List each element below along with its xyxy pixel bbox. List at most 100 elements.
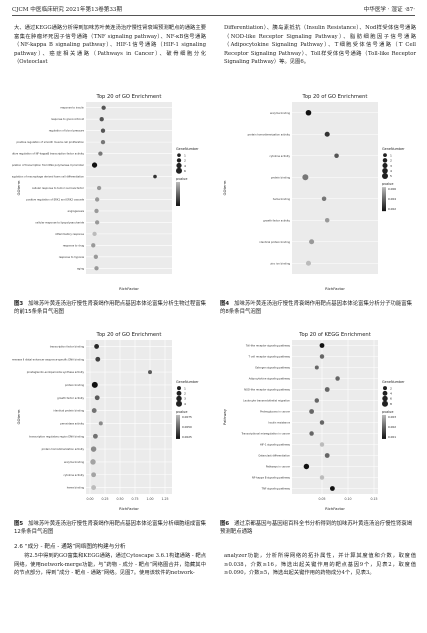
y-tick-label: response to hypoxia <box>59 255 85 259</box>
figure-4-number: 图4 <box>220 301 230 307</box>
y-tick-label: T cell receptor signaling pathway <box>248 355 290 359</box>
data-point <box>92 433 98 439</box>
y-tick-label: cytokine activity <box>63 473 84 477</box>
y-tick-label: positive regulation of smooth muscle cel… <box>16 140 84 144</box>
y-tick-label: inflammatory response <box>55 232 84 236</box>
legend-size-key <box>176 400 182 407</box>
legend-pvalue-label: 0.0050 <box>182 425 192 429</box>
body-paragraph-right: analyzer功能，分析所得网络的拓扑属性，并计算其度值和介数，取度值≥0.0… <box>224 553 416 577</box>
legend-pvalue-label: 0.006 <box>388 187 396 191</box>
y-tick-label: Proteoglycans in cancer <box>260 410 291 414</box>
figure-3-chart: response to insulin response to glucocort… <box>12 94 199 291</box>
data-point <box>96 185 102 191</box>
legend-pvalue-label: 0.003 <box>388 415 396 419</box>
data-point <box>319 420 325 425</box>
y-tick-label: transcription regulatory region DNA bind… <box>29 434 84 438</box>
x-tick-label: 0.25 <box>101 497 108 501</box>
legend-size-key <box>383 386 387 391</box>
legend-size-key <box>382 167 388 174</box>
data-point <box>93 254 99 259</box>
legend-count-title: GeneNumber <box>176 147 199 151</box>
y-tick-label: identical protein binding <box>54 409 85 413</box>
legend-pvalue-title: pvalue <box>176 177 187 181</box>
figure-6-caption-text: 通过京都基因与基因组百科全书分析得到的加味苏叶黄连汤治疗慢性肾衰竭预测靶点通路 <box>220 521 413 536</box>
y-tick-label: positive regulation of NF-kappaB transcr… <box>12 152 85 156</box>
figure-3-caption: 图3 加味苏叶黄连汤治疗慢性肾衰竭作用靶点基因本体论富集分析生物过程富集的前15条… <box>14 300 210 316</box>
figure-6: 0.05 0.10 0.15 Toll-like receptor signaling… <box>218 326 418 518</box>
data-point <box>90 459 96 465</box>
data-point <box>319 343 325 348</box>
figure-5-number: 图5 <box>14 521 24 527</box>
y-tick-label: heme binding <box>273 197 291 201</box>
y-tick-label: angiogenesis <box>68 209 85 213</box>
data-point <box>100 139 106 145</box>
y-tick-label: RNA polymerase II distal enhancer sequen… <box>12 357 84 361</box>
legend-size-key <box>176 162 182 169</box>
journal-title: CJCM 中医临床研究 2021年第13卷第33期 <box>12 7 123 13</box>
y-tick-label: enzyme binding <box>64 460 84 464</box>
figure-3: response to insulin response to glucocort… <box>12 88 212 298</box>
y-tick-label: response to glucocorticoid <box>51 117 84 121</box>
data-point <box>305 260 312 266</box>
legend-size-key <box>382 158 388 163</box>
data-point <box>92 231 97 237</box>
data-point <box>91 485 97 490</box>
y-tick-label: Transcriptional misregulation in cancer <box>241 432 291 436</box>
legend-size-key <box>177 386 181 391</box>
legend-size-key <box>382 390 388 396</box>
y-tick-label: Osteoclast differentiation <box>258 454 290 458</box>
figure-4-caption-text: 加味苏叶黄连汤治疗慢性肾衰竭作用靶点基因本体论富集分析分子功能富集的8条条目气泡… <box>220 301 413 316</box>
x-tick-label: 1.00 <box>146 497 153 501</box>
data-point <box>153 174 157 179</box>
y-tick-label: Leukocyte transendothelial migration <box>243 399 290 403</box>
page-header: CJCM 中医临床研究 2021年第13卷第33期 中华医学 · 湿证 ·87· <box>12 5 415 16</box>
data-point <box>98 151 103 156</box>
legend-size-key <box>176 390 182 396</box>
y-tick-label: response to insulin <box>60 106 84 110</box>
intro-paragraph-left: 大、通过KEGG通路分析得到加味苏叶黄连汤治疗慢性肾衰竭预测靶点的通路主要富集在… <box>14 25 206 66</box>
legend-count-title: GeneNumber <box>176 380 199 384</box>
y-axis-label: GOterm <box>222 180 227 195</box>
y-tick-label: negative regulation of macrophage derive… <box>12 175 84 179</box>
plot-panel <box>292 340 378 494</box>
data-point <box>321 196 327 202</box>
legend-color-bar <box>176 181 180 206</box>
intro-paragraph-right: Differentiation）、胰岛素抵抗（Insulin Resistanc… <box>224 25 416 66</box>
x-axis-label: RichFactor <box>119 286 139 291</box>
figure-3-caption-text: 加味苏叶黄连汤治疗慢性肾衰竭作用靶点基因本体论富集分析生物过程富集的前15条条目… <box>14 301 207 316</box>
legend-size-key <box>382 163 388 169</box>
x-tick-label: 0.00 <box>86 497 93 501</box>
legend-pvalue-label: 0.001 <box>388 435 396 439</box>
figure-5-chart: 0.00 0.25 0.50 0.75 1.00 1.25 transcription fa… <box>12 332 199 511</box>
section-title: 2.6 “成分 - 靶点 - 通路”网络图的构建与分析 <box>14 544 126 550</box>
data-point <box>305 109 312 116</box>
x-axis-label: RichFactor <box>119 506 139 511</box>
legend-size-label: 3 <box>390 164 392 168</box>
legend-size-label: 6 <box>184 169 186 173</box>
data-point <box>94 208 99 214</box>
data-point <box>101 105 106 110</box>
y-axis-label: GOterm <box>16 409 21 424</box>
legend-pvalue-label: 0.002 <box>388 425 396 429</box>
chart-title: Top 20 of GO Enrichment <box>96 94 162 100</box>
legend-pvalue-label: 0.0075 <box>182 415 192 419</box>
y-tick-label: Insulin resistance <box>268 421 290 425</box>
y-tick-label: heme binding <box>67 486 85 490</box>
y-tick-label: protein binding <box>271 175 290 179</box>
y-tick-label: protein homodimerization activity <box>248 132 291 136</box>
y-tick-label: prostaglandin-endoperoxide synthase acti… <box>27 370 85 374</box>
chart-title: Top 20 of KEGG Enrichment <box>298 332 371 338</box>
x-axis-label: RichFactor <box>325 286 345 291</box>
legend-size-label: 3 <box>184 397 186 401</box>
legend-pvalue-label: 0.002 <box>388 207 396 211</box>
data-point <box>95 356 101 362</box>
figure-6-caption: 图6 通过京都基因与基因组百科全书分析得到的加味苏叶黄连汤治疗慢性肾衰竭预测靶点通… <box>220 520 416 536</box>
data-point <box>94 220 100 225</box>
legend-size-label: 6 <box>390 397 392 401</box>
y-tick-label: peroxidase activity <box>60 421 84 425</box>
y-tick-label: aging <box>77 266 84 270</box>
y-tick-label: growth factor activity <box>263 218 290 222</box>
chart-title: Top 20 of GO Enrichment <box>96 332 162 338</box>
y-axis-label: Pathway <box>222 408 227 425</box>
figure-5-caption: 图5 加味苏叶黄连汤治疗慢性肾衰竭作用靶点基因本体论富集分析细胞组成富集12条条目… <box>14 520 210 536</box>
